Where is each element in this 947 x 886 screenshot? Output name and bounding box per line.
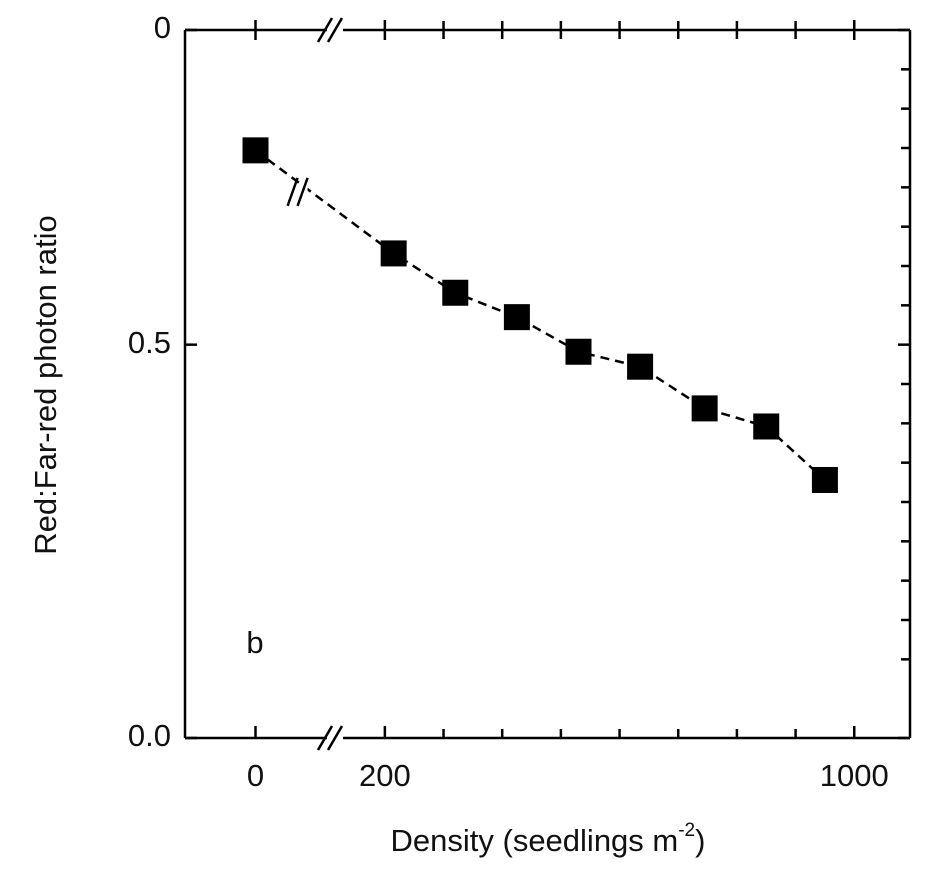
data-point [811,466,838,493]
data-point [691,395,718,422]
y-tick-label: 0 [154,10,171,45]
x-label-text: Density (seedlings m [391,823,679,858]
y-tick-label: 0.5 [128,325,171,360]
data-line [254,149,826,481]
axis-break [326,725,344,751]
data-point [753,413,780,440]
y-tick-label: 0.0 [128,718,171,753]
x-tick-label: 1000 [820,758,889,793]
axis-break [316,725,334,751]
x-label-end: ) [695,823,705,858]
x-label-sup: -2 [678,820,695,841]
line-break [286,177,299,207]
data-point [565,338,592,365]
data-point [442,279,469,306]
data-point [503,304,530,331]
data-point [380,240,407,267]
data-point [242,137,269,164]
axis-break [316,17,334,43]
x-tick-label: 0 [247,758,264,793]
y-axis-label: Red:Far-red photon ratio [28,215,63,554]
x-tick-label: 200 [359,758,411,793]
data-point [627,353,654,380]
line-break [296,177,309,207]
axis-break [326,17,344,43]
x-axis-label: Density (seedlings m-2) [391,820,706,858]
panel-label: b [246,625,263,660]
